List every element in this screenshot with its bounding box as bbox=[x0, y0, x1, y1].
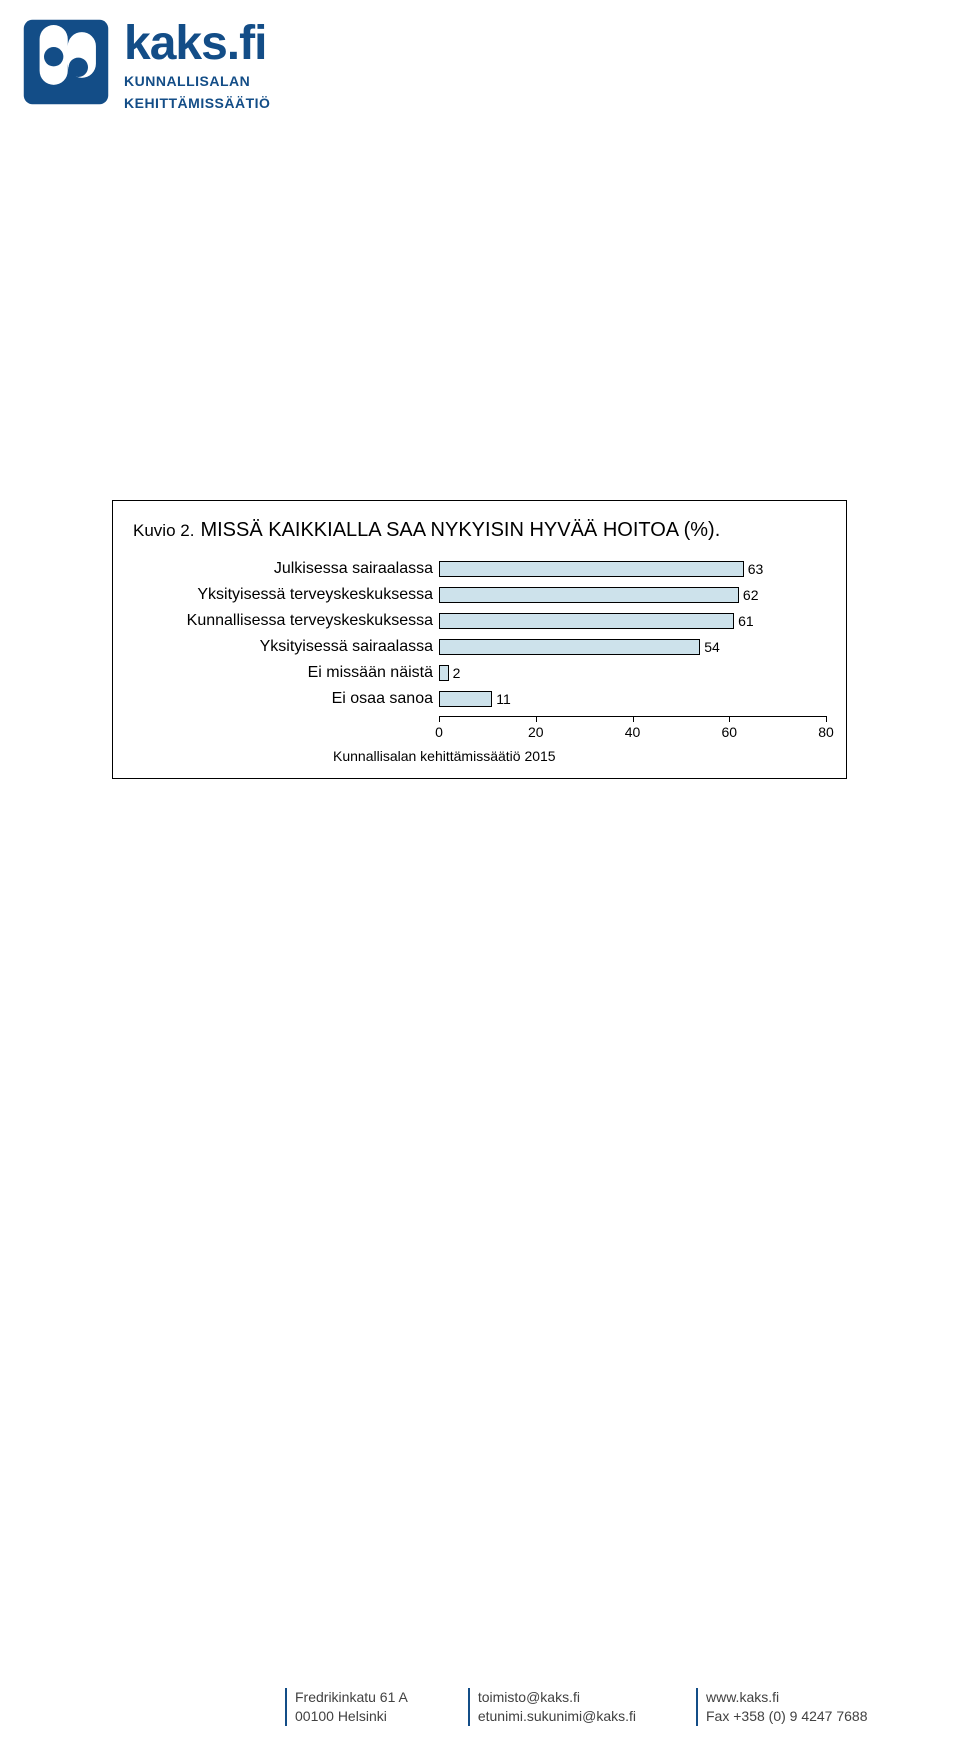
chart-row: Kunnallisessa terveyskeskuksessa 61 bbox=[133, 610, 826, 632]
chart-bar bbox=[439, 665, 449, 681]
footer-address-line2: 00100 Helsinki bbox=[295, 1707, 408, 1726]
chart-container: Kuvio 2. MISSÄ KAIKKIALLA SAA NYKYISIN H… bbox=[112, 500, 847, 779]
chart-body: Julkisessa sairaalassa 63 Yksityisessä ter… bbox=[133, 558, 826, 714]
chart-row-bar-area: 11 bbox=[439, 688, 826, 710]
chart-bar-value: 61 bbox=[738, 613, 754, 629]
chart-row: Yksityisessä sairaalassa 54 bbox=[133, 636, 826, 658]
chart-bar bbox=[439, 639, 700, 655]
chart-bar-value: 63 bbox=[748, 561, 764, 577]
chart-bar-value: 2 bbox=[453, 665, 461, 681]
axis-tick bbox=[826, 716, 827, 722]
chart-bar bbox=[439, 587, 739, 603]
chart-row-label: Ei missään näistä bbox=[133, 664, 439, 682]
footer-web-line2: Fax +358 (0) 9 4247 7688 bbox=[706, 1707, 868, 1726]
chart-row-bar-area: 61 bbox=[439, 610, 826, 632]
chart-row: Yksityisessä terveyskeskuksessa 62 bbox=[133, 584, 826, 606]
chart-row-label: Yksityisessä terveyskeskuksessa bbox=[133, 586, 439, 604]
footer-col-email: toimisto@kaks.fi etunimi.sukunimi@kaks.f… bbox=[468, 1688, 636, 1726]
chart-row-bar-area: 2 bbox=[439, 662, 826, 684]
footer-email-line2: etunimi.sukunimi@kaks.fi bbox=[478, 1707, 636, 1726]
chart-bar-value: 11 bbox=[496, 691, 511, 707]
chart-row-bar-area: 54 bbox=[439, 636, 826, 658]
chart-row: Ei missään näistä 2 bbox=[133, 662, 826, 684]
axis-tick bbox=[633, 716, 634, 722]
axis-tick-label: 40 bbox=[625, 724, 641, 740]
footer-web-line1: www.kaks.fi bbox=[706, 1688, 868, 1707]
axis-tick-label: 60 bbox=[721, 724, 737, 740]
chart-row-label: Ei osaa sanoa bbox=[133, 690, 439, 708]
chart-x-axis: 020406080 bbox=[133, 716, 826, 742]
page-footer: Fredrikinkatu 61 A 00100 Helsinki toimis… bbox=[0, 1688, 960, 1726]
brand-title: kaks.fi bbox=[124, 20, 270, 68]
brand-header: kaks.fi KUNNALLISALAN KEHITTÄMISSÄÄTIÖ bbox=[22, 18, 270, 112]
chart-title-row: Kuvio 2. MISSÄ KAIKKIALLA SAA NYKYISIN H… bbox=[133, 519, 826, 542]
chart-bar bbox=[439, 561, 744, 577]
axis-tick bbox=[536, 716, 537, 722]
chart-figure-label: Kuvio 2. bbox=[133, 521, 194, 541]
chart-footer: Kunnallisalan kehittämissäätiö 2015 bbox=[133, 748, 826, 764]
footer-col-web: www.kaks.fi Fax +358 (0) 9 4247 7688 bbox=[696, 1688, 868, 1726]
brand-subtitle-1: KUNNALLISALAN bbox=[124, 72, 270, 90]
axis-tick bbox=[729, 716, 730, 722]
axis-tick-label: 80 bbox=[818, 724, 834, 740]
chart-title: MISSÄ KAIKKIALLA SAA NYKYISIN HYVÄÄ HOIT… bbox=[200, 519, 720, 542]
footer-col-address: Fredrikinkatu 61 A 00100 Helsinki bbox=[285, 1688, 408, 1726]
chart-row-label: Yksityisessä sairaalassa bbox=[133, 638, 439, 656]
chart-bar-value: 54 bbox=[704, 639, 720, 655]
footer-email-line1: toimisto@kaks.fi bbox=[478, 1688, 636, 1707]
axis-tick-label: 0 bbox=[435, 724, 443, 740]
axis-tick bbox=[439, 716, 440, 722]
chart-row-label: Kunnallisessa terveyskeskuksessa bbox=[133, 612, 439, 630]
chart-bar bbox=[439, 613, 734, 629]
chart-row-label: Julkisessa sairaalassa bbox=[133, 560, 439, 578]
chart-row-bar-area: 63 bbox=[439, 558, 826, 580]
chart-bar bbox=[439, 691, 492, 707]
chart-bar-value: 62 bbox=[743, 587, 759, 603]
axis-tick-label: 20 bbox=[528, 724, 544, 740]
chart-row: Ei osaa sanoa 11 bbox=[133, 688, 826, 710]
brand-subtitle-2: KEHITTÄMISSÄÄTIÖ bbox=[124, 94, 270, 112]
footer-address-line1: Fredrikinkatu 61 A bbox=[295, 1688, 408, 1707]
chart-row: Julkisessa sairaalassa 63 bbox=[133, 558, 826, 580]
brand-logo-icon bbox=[22, 18, 110, 106]
chart-row-bar-area: 62 bbox=[439, 584, 826, 606]
brand-text: kaks.fi KUNNALLISALAN KEHITTÄMISSÄÄTIÖ bbox=[124, 18, 270, 112]
